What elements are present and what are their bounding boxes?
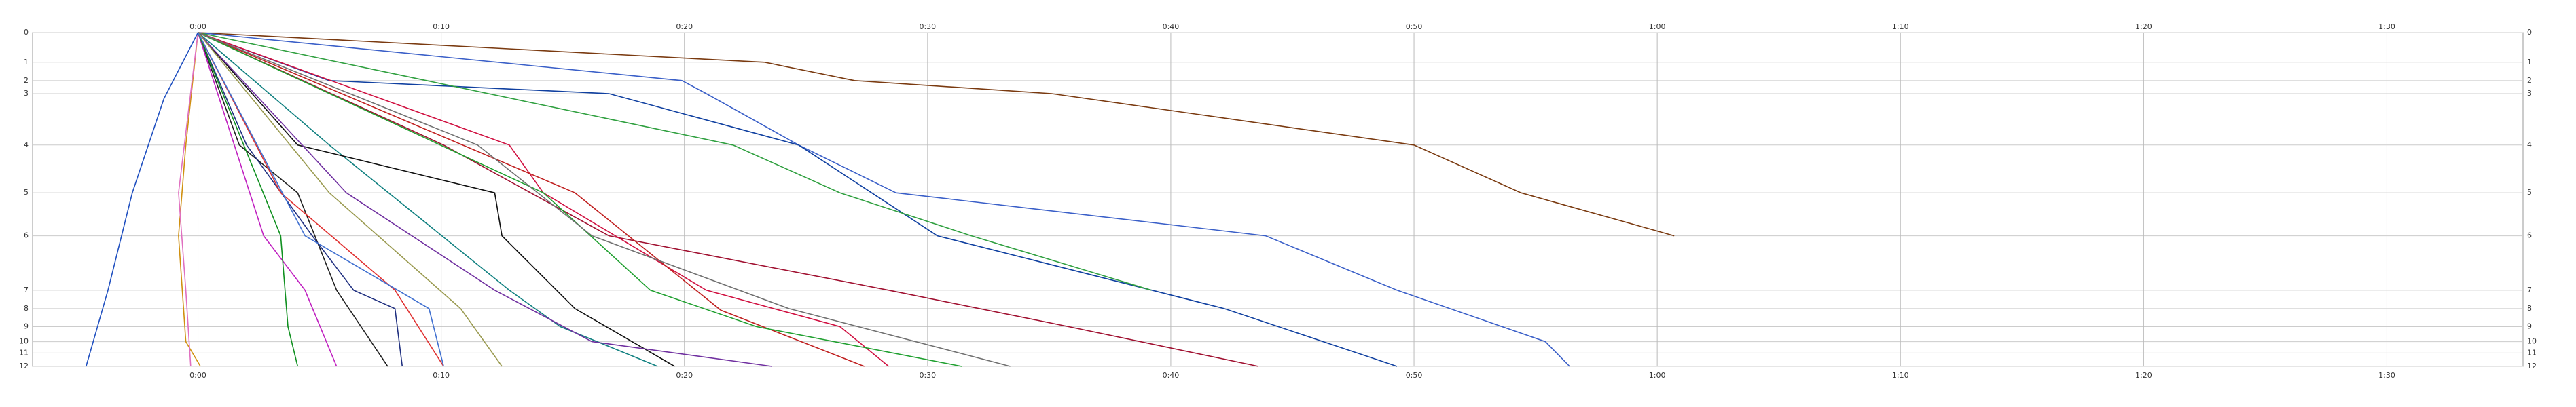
x-tick-label-bottom: 1:20 (2135, 371, 2152, 380)
y-tick-label: 11 (19, 348, 29, 357)
y-tick-label: 7 (24, 286, 29, 294)
series-line (197, 32, 444, 367)
x-tick-label-bottom: 0:30 (919, 371, 936, 380)
y-tick-label: 2 (24, 76, 29, 85)
x-tick-label-bottom: 0:40 (1163, 371, 1180, 380)
series-line (197, 32, 772, 367)
y-tick-label-right: 2 (2527, 76, 2532, 85)
y-tick-label-right: 1 (2527, 58, 2532, 66)
series-line (198, 32, 1570, 367)
x-tick-label: 1:00 (1649, 22, 1666, 31)
y-tick-label-right: 11 (2527, 348, 2537, 357)
y-tick-label-right: 12 (2527, 362, 2537, 370)
series-line (198, 32, 962, 367)
series-line (198, 32, 1675, 237)
x-tick-label-bottom: 1:10 (1892, 371, 1909, 380)
x-tick-label: 0:20 (676, 22, 693, 31)
x-tick-label-bottom: 0:10 (433, 371, 450, 380)
series-line (178, 32, 199, 367)
x-tick-label-bottom: 0:00 (189, 371, 206, 380)
series-line (198, 32, 865, 367)
series-line (197, 32, 503, 367)
series-line (197, 32, 338, 367)
series-line (198, 32, 1011, 367)
series-line (198, 32, 890, 367)
y-tick-label-right: 4 (2527, 140, 2532, 149)
x-tick-label: 0:30 (919, 22, 936, 31)
plot-frame (32, 32, 2524, 367)
x-tick-label: 0:40 (1163, 22, 1180, 31)
y-tick-label: 9 (24, 322, 29, 330)
series-line (197, 32, 388, 367)
x-tick-label: 0:50 (1406, 22, 1423, 31)
series-line (197, 32, 675, 367)
y-tick-label: 0 (24, 28, 29, 37)
series-line (86, 32, 199, 367)
y-tick-label-right: 9 (2527, 322, 2532, 330)
x-tick-label: 0:10 (433, 22, 450, 31)
x-tick-label: 0:00 (189, 22, 206, 31)
series-line (197, 32, 658, 367)
x-tick-label-bottom: 0:20 (676, 371, 693, 380)
y-tick-label: 1 (24, 58, 29, 66)
y-tick-label: 6 (24, 231, 29, 240)
series-line (198, 32, 1259, 367)
y-tick-label-right: 8 (2527, 304, 2532, 313)
x-tick-label: 1:20 (2135, 22, 2152, 31)
y-tick-label: 5 (24, 188, 29, 197)
series-line (198, 32, 1398, 367)
y-tick-label: 8 (24, 304, 29, 313)
x-tick-label: 1:10 (1892, 22, 1909, 31)
y-tick-label-right: 5 (2527, 188, 2532, 197)
series-line (198, 32, 1152, 291)
y-tick-label-right: 0 (2527, 28, 2532, 37)
y-tick-label-right: 7 (2527, 286, 2532, 294)
x-tick-label-bottom: 0:50 (1406, 371, 1423, 380)
y-tick-label-right: 10 (2527, 337, 2537, 346)
y-tick-label: 10 (19, 337, 29, 346)
series-line (197, 32, 299, 367)
x-tick-label: 1:30 (2378, 22, 2395, 31)
y-tick-label: 3 (24, 89, 29, 98)
x-tick-label-bottom: 1:30 (2378, 371, 2395, 380)
x-tick-label-bottom: 1:00 (1649, 371, 1666, 380)
y-tick-label-right: 6 (2527, 231, 2532, 240)
series-line (178, 32, 201, 367)
series-line (197, 32, 403, 367)
y-tick-label: 4 (24, 140, 29, 149)
y-tick-label-right: 3 (2527, 89, 2532, 98)
y-tick-label: 12 (19, 362, 29, 370)
series-line (197, 32, 444, 367)
